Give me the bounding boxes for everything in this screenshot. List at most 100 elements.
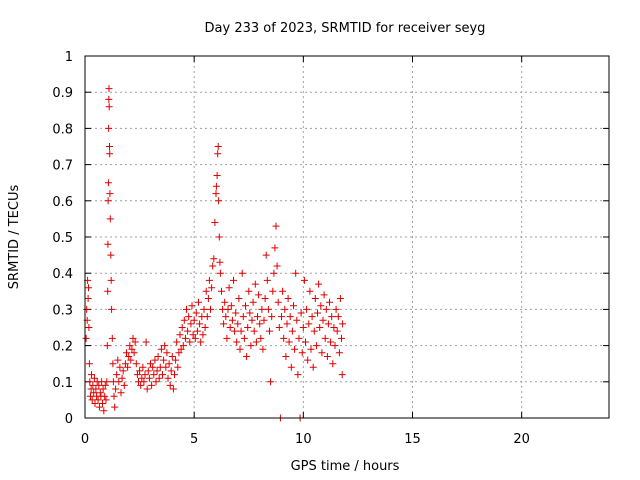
data-point — [264, 305, 272, 313]
data-point — [163, 349, 171, 357]
data-point — [142, 338, 150, 346]
data-point — [103, 342, 111, 350]
data-point — [218, 287, 225, 295]
data-point — [108, 334, 116, 342]
data-point — [140, 378, 148, 386]
data-point — [160, 356, 168, 364]
data-point — [207, 305, 214, 313]
data-point — [243, 353, 251, 360]
data-point — [235, 295, 243, 302]
data-point — [169, 385, 177, 393]
data-point — [161, 342, 169, 350]
data-point — [85, 324, 93, 331]
data-point — [179, 342, 187, 350]
data-point — [184, 327, 192, 335]
data-point — [284, 295, 292, 302]
data-point — [110, 392, 118, 400]
data-point — [295, 334, 303, 342]
data-point — [297, 309, 305, 317]
grid — [85, 56, 609, 418]
data-point — [89, 381, 97, 389]
data-point — [245, 287, 253, 295]
data-point — [315, 280, 323, 288]
data-point — [288, 327, 296, 335]
data-point — [190, 316, 198, 324]
y-tick-label: 0.1 — [52, 376, 73, 391]
data-point — [249, 298, 257, 306]
data-point — [334, 313, 342, 321]
data-point — [118, 374, 126, 382]
data-point — [233, 338, 241, 346]
data-point — [136, 367, 144, 375]
data-point — [157, 345, 165, 353]
data-point — [106, 143, 113, 150]
data-point — [129, 334, 137, 342]
data-point — [216, 269, 224, 277]
data-point — [225, 284, 233, 292]
data-point — [298, 349, 306, 357]
data-point — [107, 276, 115, 284]
data-point — [205, 276, 213, 284]
y-tick-label: 0.7 — [52, 159, 73, 174]
data-point — [137, 381, 145, 389]
plot-frame — [84, 55, 610, 419]
data-point — [332, 305, 340, 313]
data-point — [83, 305, 91, 313]
data-point — [176, 331, 184, 339]
data-point — [266, 327, 273, 335]
data-point — [119, 367, 127, 375]
data-point — [145, 374, 153, 382]
data-point — [196, 320, 204, 328]
data-point — [185, 313, 193, 321]
data-point — [131, 338, 139, 346]
data-point — [91, 400, 99, 407]
data-point — [308, 313, 316, 321]
data-point — [105, 124, 113, 132]
data-point — [187, 320, 195, 328]
data-point — [116, 363, 124, 371]
data-point — [165, 360, 173, 368]
data-point — [113, 371, 121, 379]
data-point — [193, 327, 201, 335]
data-point — [125, 353, 133, 360]
data-point — [300, 276, 308, 284]
y-tick-label: 0.6 — [52, 195, 73, 210]
data-point — [144, 367, 152, 375]
data-point — [326, 298, 333, 306]
x-tick-label: 0 — [81, 432, 89, 447]
data-point — [171, 371, 178, 379]
data-point — [172, 356, 180, 364]
data-point — [177, 345, 185, 353]
data-point — [331, 342, 339, 350]
data-point — [252, 338, 260, 346]
data-point — [273, 262, 281, 270]
data-point — [152, 378, 160, 386]
data-point — [299, 324, 307, 331]
y-tick-label: 0.4 — [52, 267, 73, 282]
data-point — [228, 316, 236, 324]
chart-title: Day 233 of 2023, SRMTID for receiver sey… — [205, 21, 486, 36]
data-point — [124, 363, 132, 371]
data-point — [86, 378, 94, 386]
data-point — [106, 190, 114, 198]
data-point — [287, 363, 295, 371]
data-point — [100, 407, 108, 415]
data-point — [234, 320, 242, 328]
data-point — [329, 360, 337, 368]
data-point — [322, 305, 330, 313]
data-point — [120, 381, 128, 389]
data-point — [311, 295, 319, 302]
data-point — [220, 320, 228, 328]
data-point — [212, 190, 220, 198]
data-point — [280, 334, 288, 342]
data-point — [320, 291, 328, 299]
data-point — [95, 381, 103, 389]
data-point — [257, 334, 265, 342]
data-point — [239, 313, 247, 321]
data-point — [285, 338, 293, 346]
axis-ticks: 00.10.20.30.40.50.60.70.80.910 5 10 15 20 — [52, 50, 609, 447]
data-point — [275, 324, 283, 331]
data-point — [338, 371, 346, 379]
data-point — [240, 334, 248, 342]
data-point — [214, 150, 222, 158]
